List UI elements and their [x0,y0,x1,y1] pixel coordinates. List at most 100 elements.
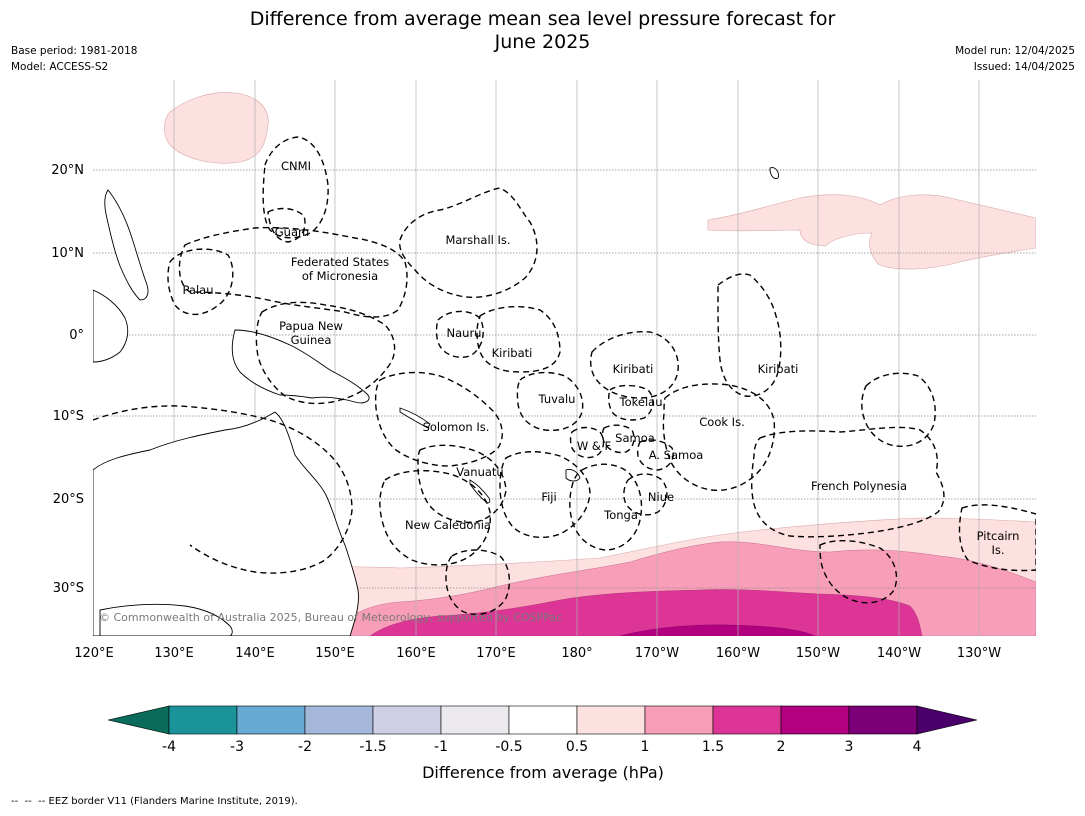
eez-cook [662,383,776,491]
eez-australia-coral [93,405,353,574]
model-name: Model: ACCESS-S2 [11,61,109,73]
region-label-fsm: Federated States of Micronesia [291,255,389,283]
eez-legend-text: -- EEZ border V11 (Flanders Marine Insti… [38,796,298,807]
eez-legend-note: -- -- -- EEZ border V11 (Flanders Marine… [11,796,298,807]
eez-new-caledonia [379,469,491,566]
solomon-islands [399,407,431,429]
copyright-note: © Commonwealth of Australia 2025, Bureau… [99,611,562,624]
philippines-coast [104,189,149,301]
lon-tick-label: 160°W [716,646,760,661]
eez-palau [167,248,234,316]
eez-pitcairn [958,504,1036,572]
colorbar-tick-label: 2 [777,739,786,755]
region-label-tokelau: Tokelau [619,395,663,409]
region-label-tuvalu: Tuvalu [538,392,576,406]
colorbar-bin [644,705,714,735]
anomaly-south-magenta [369,589,923,636]
region-label-guam: Guam [275,225,309,239]
eez-legend-dashes: -- -- [11,796,39,807]
colorbar-tick-label: 3 [845,739,854,755]
colorbar-tick-label: -1.5 [359,739,386,755]
region-label-asamoa: A. Samoa [649,448,704,462]
meta-right: Model run: 12/04/2025 Issued: 14/04/2025 [955,43,1075,75]
chart-title: Difference from average mean sea level p… [249,8,836,53]
eez-vanuatu [417,444,507,524]
colorbar-tick-label: -1 [434,739,448,755]
region-label-wf: W & F [577,439,611,453]
colorbar-bin [440,705,510,735]
anomaly-north-pink [164,92,269,164]
lon-tick-label: 170°E [476,646,516,661]
colorbar-bin [372,705,442,735]
region-label-kiribati1: Kiribati [492,346,533,360]
longitude-tick-labels: 120°E 130°E 140°E 150°E 160°E 170°E 180° 170°W 1… [74,646,1001,661]
region-label-tonga: Tonga [603,508,638,522]
lon-tick-label: 130°E [154,646,194,661]
eez-tokelau [607,384,654,421]
lat-tick-label: 20°N [51,163,84,178]
colorbar-tick-label: 1 [641,739,650,755]
colorbar-bin [712,705,782,735]
lon-tick-label: 140°E [235,646,275,661]
eez-wallis-futuna [569,426,605,459]
eez-american-samoa [636,439,674,471]
colorbar-tick-label: -4 [162,739,176,755]
australia-coast [93,411,359,636]
model-run-date: Model run: 12/04/2025 [955,45,1075,57]
colorbar-bin [848,705,918,735]
colorbar-bin [236,705,306,735]
lon-tick-label: 120°E [74,646,114,661]
eez-french-polynesia [751,426,945,538]
region-label-kiribati3: Kiribati [758,362,799,376]
region-label-vanuatu: Vanuatu [456,465,503,479]
colorbar-bin [780,705,850,735]
region-label-fiji: Fiji [541,490,556,504]
region-label-nauru: Nauru [447,326,482,340]
eez-png [255,301,396,405]
colorbar-tick-label: 0.5 [566,739,588,755]
map-panel: © Commonwealth of Australia 2025, Bureau… [93,80,1036,636]
colorbar-tick-label: -0.5 [495,739,522,755]
coastlines [93,167,779,636]
region-label-cook: Cook Is. [699,415,744,429]
anomaly-south-purple [619,624,816,636]
colorbar: -4 -3 -2 -1.5 -1 -0.5 0.5 1 1.5 2 3 4 [107,705,978,755]
eez-samoa [601,424,635,454]
region-label-png: Papua New Guinea [279,319,343,347]
eez-borders [93,136,1036,616]
lat-tick-label: 20°S [53,492,84,507]
lon-tick-label: 150°E [315,646,355,661]
colorbar-tick-label: 4 [913,739,922,755]
issued-date: Issued: 14/04/2025 [973,61,1075,73]
eez-fiji [499,451,591,539]
colorbar-tick-label: -2 [298,739,312,755]
lat-tick-label: 0° [69,328,84,343]
region-label-newcal: New Caledonia [405,518,491,532]
lat-tick-label: 30°S [53,581,84,596]
colorbar-bin [168,705,238,735]
lon-tick-label: 170°W [635,646,679,661]
lon-tick-label: 140°W [877,646,921,661]
eez-nauru [435,310,484,358]
eez-cnmi [262,136,329,239]
colorbar-bin [508,705,578,735]
base-period: Base period: 1981-2018 [11,45,138,57]
eez-marshall [398,187,538,298]
lon-tick-label: 160°E [396,646,436,661]
colorbar-tick-label: -3 [230,739,244,755]
lat-tick-label: 10°N [51,246,84,261]
colorbar-tick-label: 1.5 [702,739,724,755]
region-label-samoa: Samoa [615,431,655,445]
borneo-sulawesi-coast [93,289,129,363]
region-label-kiribati2: Kiribati [613,362,654,376]
region-label-palau: Palau [183,283,214,297]
anomaly-northeast-pink [707,194,1036,270]
region-label-solomon: Solomon Is. [423,420,490,434]
region-label-niue: Niue [648,490,674,504]
colorbar-bin [576,705,646,735]
fiji-island [565,469,581,482]
region-label-marshall: Marshall Is. [445,233,510,247]
eez-niue [623,473,668,516]
colorbar-bin [304,705,374,735]
